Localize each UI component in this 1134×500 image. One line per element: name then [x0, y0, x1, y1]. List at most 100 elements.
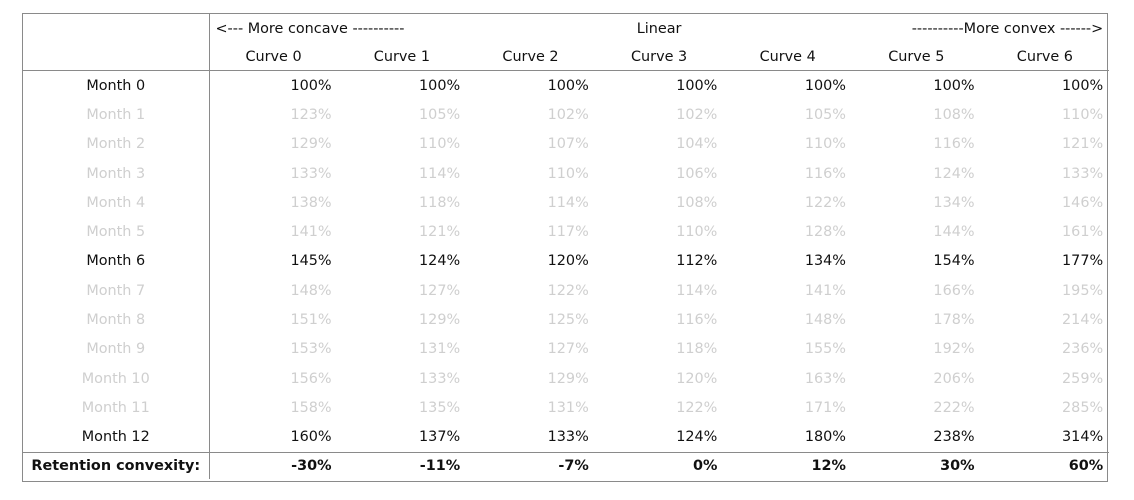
table-cell: 141% — [290, 224, 332, 241]
table-cell: 110% — [1062, 106, 1104, 123]
table-cell: 107% — [547, 136, 589, 153]
convexity-value: -11% — [337, 451, 467, 479]
table-cell: 145% — [290, 253, 332, 270]
table-cell: 116% — [933, 136, 975, 153]
table-cell: 104% — [676, 136, 718, 153]
convexity-value: 30% — [851, 451, 981, 479]
table-row: Month 10 156% 133% 129% 120% 163% 206% 259% — [23, 363, 1109, 394]
header-row-groups: <--- More concave ---------- Linear ----… — [23, 14, 1109, 43]
table-cell: 153% — [290, 341, 332, 358]
table-cell: 110% — [676, 224, 718, 241]
table-cell: 259% — [1062, 370, 1104, 387]
table-row: Month 4 138% 118% 114% 108% 122% 134% 146% — [23, 188, 1109, 218]
table-cell: 100% — [419, 77, 461, 94]
curve-header: Curve 1 — [337, 43, 467, 71]
convexity-value: 0% — [594, 451, 724, 479]
table-row: Month 12 160% 137% 133% 124% 180% 238% 314% — [23, 422, 1109, 453]
table-cell: 114% — [419, 165, 461, 182]
row-label: Month 0 — [23, 70, 210, 101]
table-cell: 166% — [933, 282, 975, 299]
table-cell: 161% — [1062, 224, 1104, 241]
table-row: Month 5 141% 121% 117% 110% 128% 144% 161% — [23, 217, 1109, 247]
table-cell: 133% — [547, 429, 589, 446]
row-label: Month 8 — [23, 305, 210, 335]
table-cell: 171% — [804, 399, 846, 416]
table-cell: 146% — [1062, 194, 1104, 211]
table-cell: 222% — [933, 399, 975, 416]
header-row-curves: Curve 0 Curve 1 Curve 2 Curve 3 Curve 4 … — [23, 43, 1110, 71]
table-cell: 195% — [1062, 282, 1104, 299]
table-cell: 110% — [804, 136, 846, 153]
table-cell: 114% — [547, 194, 589, 211]
curve-header: Curve 5 — [851, 43, 981, 71]
table-cell: 122% — [676, 399, 718, 416]
table-cell: 148% — [290, 282, 332, 299]
row-label: Month 3 — [23, 158, 210, 189]
table-cell: 100% — [290, 77, 332, 94]
table-cell: 236% — [1062, 341, 1104, 358]
table-cell: 106% — [676, 165, 718, 182]
table-cell: 134% — [804, 253, 846, 270]
retention-curves-table-frame: <--- More concave ---------- Linear ----… — [22, 13, 1110, 482]
table-cell: 114% — [676, 282, 718, 299]
table-cell: 163% — [804, 370, 846, 387]
header-corner-cell — [23, 14, 210, 43]
table-cell: 124% — [933, 165, 975, 182]
table-cell: 100% — [933, 77, 975, 94]
table-cell: 120% — [547, 253, 589, 270]
table-cell: 128% — [804, 224, 846, 241]
table-body: Month 0 100% 100% 100% 100% 100% 100% 100% Month… — [23, 70, 1109, 453]
row-label: Month 2 — [23, 129, 210, 159]
table-cell: 116% — [676, 312, 718, 329]
table-cell: 105% — [804, 106, 846, 123]
table-cell: 100% — [1062, 77, 1104, 94]
table-cell: 127% — [547, 341, 589, 358]
convexity-value: 60% — [980, 451, 1110, 479]
table-cell: 124% — [419, 253, 461, 270]
table-cell: 178% — [933, 312, 975, 329]
table-cell: 120% — [676, 370, 718, 387]
table-cell: 105% — [419, 106, 461, 123]
retention-curves-table: <--- More concave ---------- Linear ----… — [23, 14, 1110, 479]
table-row: Month 3 133% 114% 110% 106% 116% 124% 133% — [23, 158, 1109, 189]
row-label: Month 6 — [23, 246, 210, 277]
table-row: Month 8 151% 129% 125% 116% 148% 178% 214% — [23, 305, 1109, 335]
table-cell: 158% — [290, 399, 332, 416]
table-row: Month 1 123% 105% 102% 102% 105% 108% 110% — [23, 100, 1109, 130]
table-cell: 121% — [419, 224, 461, 241]
table-cell: 125% — [547, 312, 589, 329]
table-cell: 135% — [419, 399, 461, 416]
table-cell: 129% — [419, 312, 461, 329]
table-cell: 129% — [547, 370, 589, 387]
table-cell: 102% — [676, 106, 718, 123]
table-cell: 144% — [933, 224, 975, 241]
table-row: Month 7 148% 127% 122% 114% 141% 166% 195% — [23, 276, 1109, 306]
table-cell: 129% — [290, 136, 332, 153]
table-cell: 123% — [290, 106, 332, 123]
table-cell: 138% — [290, 194, 332, 211]
table-cell: 124% — [676, 429, 718, 446]
table-cell: 100% — [547, 77, 589, 94]
table-cell: 118% — [676, 341, 718, 358]
curve-header: Curve 3 — [594, 43, 724, 71]
table-cell: 100% — [676, 77, 718, 94]
row-label: Month 10 — [23, 363, 210, 394]
table-cell: 180% — [804, 429, 846, 446]
row-label: Month 11 — [23, 393, 210, 423]
table-row: Month 6 145% 124% 120% 112% 134% 154% 177% — [23, 246, 1109, 277]
table-cell: 118% — [419, 194, 461, 211]
table-cell: 133% — [419, 370, 461, 387]
table-cell: 192% — [933, 341, 975, 358]
table-row: Month 0 100% 100% 100% 100% 100% 100% 100% — [23, 70, 1109, 101]
table-cell: 160% — [290, 429, 332, 446]
table-cell: 100% — [804, 77, 846, 94]
table-cell: 122% — [804, 194, 846, 211]
table-cell: 238% — [933, 429, 975, 446]
row-label: Month 4 — [23, 188, 210, 218]
row-label: Month 9 — [23, 334, 210, 364]
table-cell: 137% — [419, 429, 461, 446]
table-cell: 206% — [933, 370, 975, 387]
table-cell: 117% — [547, 224, 589, 241]
table-cell: 156% — [290, 370, 332, 387]
table-cell: 131% — [419, 341, 461, 358]
